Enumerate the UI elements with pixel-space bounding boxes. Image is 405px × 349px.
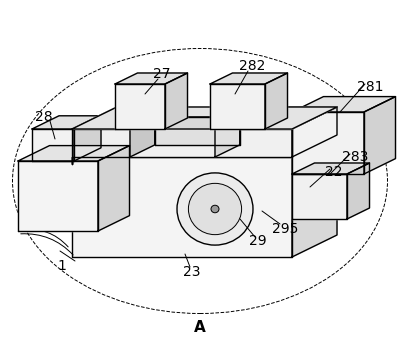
Polygon shape <box>130 117 155 157</box>
Ellipse shape <box>211 205 219 213</box>
Polygon shape <box>364 97 396 174</box>
Text: 1: 1 <box>58 259 66 273</box>
Polygon shape <box>18 146 130 161</box>
Polygon shape <box>98 146 130 231</box>
Polygon shape <box>32 116 101 129</box>
Polygon shape <box>72 157 292 257</box>
Text: 281: 281 <box>357 80 383 94</box>
Polygon shape <box>115 73 188 84</box>
Text: 23: 23 <box>183 265 201 279</box>
Polygon shape <box>210 84 265 129</box>
Polygon shape <box>292 97 396 112</box>
Polygon shape <box>74 116 101 161</box>
Polygon shape <box>72 129 292 157</box>
Polygon shape <box>155 117 240 145</box>
Polygon shape <box>265 73 288 129</box>
Ellipse shape <box>188 183 242 235</box>
Text: 283: 283 <box>342 150 368 164</box>
Polygon shape <box>115 84 165 129</box>
Text: 27: 27 <box>153 67 171 81</box>
Text: 295: 295 <box>272 222 298 236</box>
Polygon shape <box>292 107 337 157</box>
Polygon shape <box>72 107 337 129</box>
Polygon shape <box>18 161 98 231</box>
Text: 282: 282 <box>239 59 265 73</box>
Polygon shape <box>215 117 240 157</box>
Polygon shape <box>72 107 175 129</box>
Polygon shape <box>292 174 347 219</box>
Polygon shape <box>215 107 337 129</box>
Ellipse shape <box>177 173 253 245</box>
Polygon shape <box>72 135 337 157</box>
Polygon shape <box>292 112 364 174</box>
Text: A: A <box>194 319 206 334</box>
Polygon shape <box>130 117 240 129</box>
Polygon shape <box>347 163 369 219</box>
Polygon shape <box>32 129 74 161</box>
Polygon shape <box>165 73 188 129</box>
Polygon shape <box>210 73 288 84</box>
Polygon shape <box>292 163 369 174</box>
Text: 28: 28 <box>35 110 53 124</box>
Polygon shape <box>292 135 337 257</box>
Text: 29: 29 <box>249 234 267 248</box>
Text: 22: 22 <box>325 165 343 179</box>
